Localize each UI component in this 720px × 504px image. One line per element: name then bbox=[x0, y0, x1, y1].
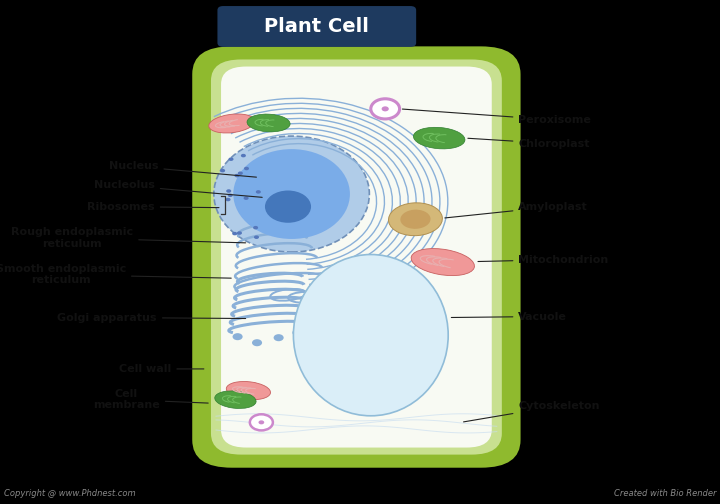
Ellipse shape bbox=[233, 149, 350, 239]
Circle shape bbox=[238, 171, 243, 175]
Circle shape bbox=[252, 339, 262, 346]
Circle shape bbox=[250, 414, 273, 430]
Circle shape bbox=[274, 334, 284, 341]
Text: Cytoskeleton: Cytoskeleton bbox=[464, 401, 600, 422]
Ellipse shape bbox=[247, 114, 290, 132]
Text: Ribosomes: Ribosomes bbox=[87, 202, 219, 212]
Circle shape bbox=[233, 333, 243, 340]
Text: Rough endoplasmic
reticulum: Rough endoplasmic reticulum bbox=[11, 227, 246, 248]
Text: Copyright @ www.Phdnest.com: Copyright @ www.Phdnest.com bbox=[4, 489, 135, 498]
Circle shape bbox=[237, 231, 242, 235]
Circle shape bbox=[235, 174, 240, 177]
Text: Nucleolus: Nucleolus bbox=[94, 180, 262, 198]
Ellipse shape bbox=[413, 128, 465, 149]
Text: Cell wall: Cell wall bbox=[119, 364, 204, 374]
FancyBboxPatch shape bbox=[221, 67, 492, 448]
Text: Vacuole: Vacuole bbox=[451, 311, 567, 322]
Circle shape bbox=[228, 157, 233, 161]
Circle shape bbox=[265, 191, 311, 223]
Circle shape bbox=[254, 235, 259, 239]
Text: Cell
membrane: Cell membrane bbox=[93, 389, 208, 410]
Ellipse shape bbox=[214, 136, 369, 252]
Ellipse shape bbox=[215, 391, 256, 408]
Circle shape bbox=[253, 226, 258, 229]
Text: Amyloplast: Amyloplast bbox=[445, 202, 588, 218]
Text: Mitochondrion: Mitochondrion bbox=[478, 255, 608, 265]
Ellipse shape bbox=[389, 203, 442, 236]
Text: Nucleus: Nucleus bbox=[109, 161, 256, 177]
Text: Golgi apparatus: Golgi apparatus bbox=[58, 312, 246, 323]
Ellipse shape bbox=[294, 255, 448, 416]
Circle shape bbox=[228, 194, 233, 197]
FancyBboxPatch shape bbox=[217, 6, 416, 47]
Text: Chloroplast: Chloroplast bbox=[468, 138, 590, 149]
Circle shape bbox=[232, 232, 237, 235]
Ellipse shape bbox=[400, 210, 431, 229]
Circle shape bbox=[220, 169, 225, 172]
Ellipse shape bbox=[411, 248, 474, 276]
Text: Smooth endoplasmic
reticulum: Smooth endoplasmic reticulum bbox=[0, 264, 231, 285]
Text: Peroxisome: Peroxisome bbox=[402, 109, 591, 125]
Circle shape bbox=[258, 420, 264, 424]
Ellipse shape bbox=[226, 382, 271, 400]
Circle shape bbox=[382, 106, 389, 111]
Circle shape bbox=[226, 190, 231, 193]
FancyBboxPatch shape bbox=[192, 46, 521, 468]
Text: Plant Cell: Plant Cell bbox=[264, 17, 369, 36]
Circle shape bbox=[256, 190, 261, 194]
Circle shape bbox=[225, 198, 230, 201]
FancyBboxPatch shape bbox=[211, 59, 502, 455]
Circle shape bbox=[292, 329, 302, 336]
Circle shape bbox=[241, 154, 246, 157]
Ellipse shape bbox=[209, 114, 255, 133]
Circle shape bbox=[305, 327, 315, 334]
Text: Created with Bio Render: Created with Bio Render bbox=[614, 489, 716, 498]
Circle shape bbox=[243, 197, 248, 200]
Circle shape bbox=[371, 99, 400, 119]
Circle shape bbox=[244, 167, 249, 170]
